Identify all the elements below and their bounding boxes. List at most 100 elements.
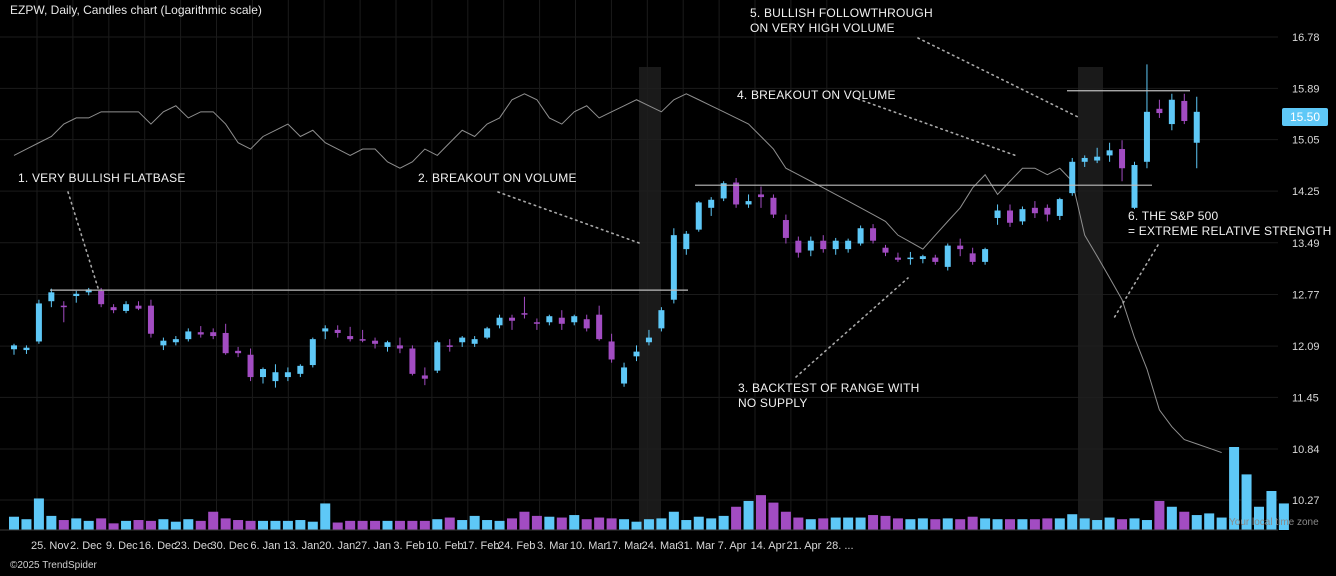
candle-body <box>658 310 665 329</box>
volume-bar <box>1117 519 1128 530</box>
volume-bar <box>905 519 916 530</box>
candle-body <box>558 317 565 324</box>
volume-bar <box>1166 506 1177 530</box>
volume-bar <box>457 520 468 530</box>
candle <box>23 345 30 354</box>
last-price-tag: 15.50 <box>1282 108 1328 126</box>
timezone-label[interactable]: Your local time zone <box>1229 517 1319 528</box>
candle-body <box>720 183 727 199</box>
candle <box>446 339 453 352</box>
candle <box>583 314 590 332</box>
candle <box>1143 64 1150 169</box>
candle <box>421 367 428 386</box>
candle-body <box>509 317 515 321</box>
candle <box>322 325 329 340</box>
x-tick-label: 16. Dec <box>139 540 177 552</box>
candle-body <box>160 340 167 346</box>
candle <box>807 236 814 257</box>
candle <box>596 305 603 341</box>
candle-body <box>421 375 428 379</box>
volume-bar <box>1241 474 1252 530</box>
candle-body <box>745 201 752 205</box>
x-tick-label: 17. Mar <box>606 540 644 552</box>
x-tick-label: 10. Feb <box>426 540 463 552</box>
x-tick-label: 3. Mar <box>537 540 569 552</box>
x-tick-label: 23. Dec <box>175 540 213 552</box>
annotation-pointer <box>795 277 909 378</box>
y-tick-label: 10.84 <box>1292 444 1320 456</box>
candle <box>297 364 304 378</box>
volume-bar <box>967 516 978 530</box>
volume-bar <box>170 521 181 530</box>
candle-body <box>645 337 652 343</box>
volume-bar <box>1266 490 1277 530</box>
candle-body <box>123 304 130 311</box>
candle <box>147 299 154 338</box>
candle-body <box>459 337 466 343</box>
candle-body <box>110 307 117 311</box>
volume-bar <box>258 520 268 530</box>
candle <box>247 348 254 382</box>
candle-body <box>1193 111 1200 143</box>
candle <box>932 254 939 265</box>
candle-body <box>347 336 354 340</box>
candle <box>409 345 416 376</box>
volume-bars <box>9 447 1289 530</box>
volume-bar <box>1216 517 1227 530</box>
candle-body <box>272 372 279 382</box>
candle-body <box>1081 157 1088 162</box>
volume-bar <box>320 503 331 530</box>
candle-body <box>820 240 827 250</box>
candle-body <box>795 240 802 253</box>
volume-bar <box>295 520 306 530</box>
candle <box>633 345 640 362</box>
candle <box>172 336 179 346</box>
candle <box>882 244 889 257</box>
candle-body <box>944 245 951 267</box>
candle <box>1193 96 1200 169</box>
candle-body <box>1119 149 1126 169</box>
candle-body <box>322 328 329 332</box>
volume-bar <box>631 521 642 530</box>
candle-body <box>633 351 640 357</box>
candle-body <box>571 316 578 323</box>
candle-body <box>1007 210 1013 223</box>
candle-body <box>683 233 690 250</box>
candle-body <box>222 332 229 354</box>
volume-bar <box>58 520 69 530</box>
candle <box>695 201 702 232</box>
candle-body <box>583 319 590 329</box>
candle-body <box>496 317 503 326</box>
candle-body <box>894 257 901 260</box>
volume-bar <box>569 515 580 530</box>
relative-strength-line <box>13 93 1222 454</box>
volume-bar <box>83 520 94 530</box>
candle <box>770 194 777 218</box>
candle-body <box>969 253 976 262</box>
candle <box>434 340 441 374</box>
volume-bar <box>121 520 132 530</box>
candle-body <box>210 332 217 337</box>
candle-body <box>596 314 603 340</box>
candle <box>334 325 341 338</box>
volume-bar <box>1029 519 1040 530</box>
candle <box>347 326 354 342</box>
volume-bar <box>581 519 592 530</box>
candle-body <box>695 202 702 230</box>
candle-body <box>409 348 416 374</box>
x-tick-label: 9. Dec <box>106 540 138 552</box>
volume-bar <box>1204 513 1215 530</box>
volume-bar <box>643 519 654 530</box>
volume-bar <box>220 518 231 530</box>
volume-bar <box>942 518 953 530</box>
volume-bar <box>1067 514 1078 530</box>
volume-bar <box>382 520 393 530</box>
candle <box>60 301 67 323</box>
volume-bar <box>108 523 119 530</box>
candle <box>135 301 142 311</box>
annotation-bullish-followthrough: 5. BULLISH FOLLOWTHROUGH ON VERY HIGH VO… <box>750 6 933 35</box>
candle-body <box>35 303 42 342</box>
candle-body <box>919 256 926 260</box>
candle-body <box>471 339 478 344</box>
